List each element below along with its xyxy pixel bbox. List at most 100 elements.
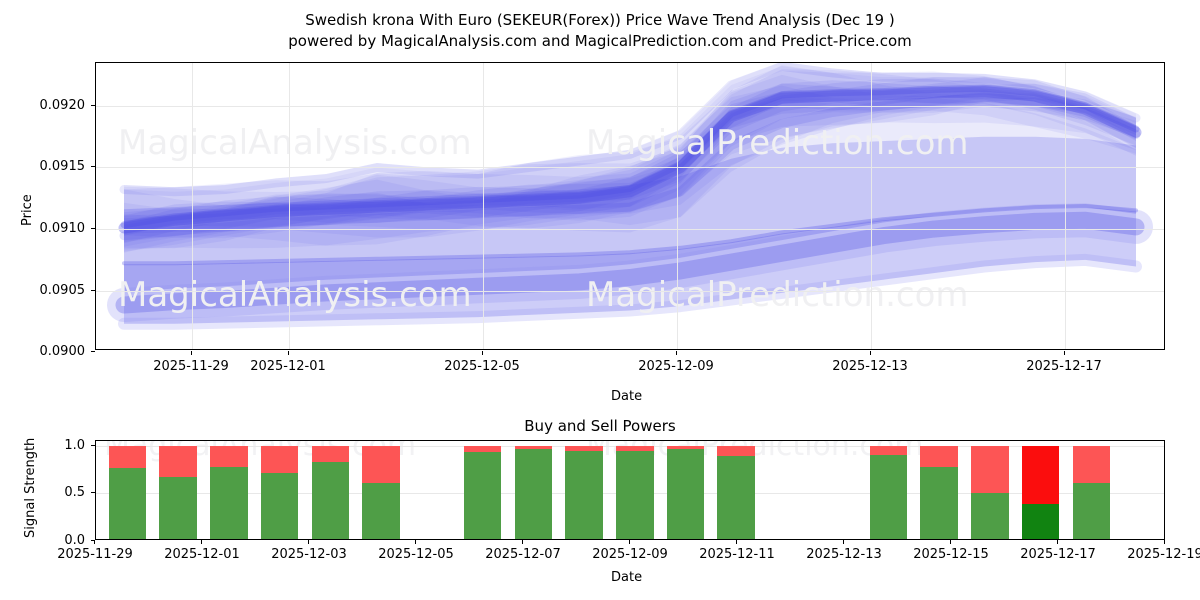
ytick-label-0915: 0.0915 <box>39 159 86 174</box>
sell-power-segment <box>1072 445 1111 483</box>
sell-power-segment <box>159 445 197 478</box>
power-x-axis-label: Date <box>611 570 643 585</box>
buy-power-segment <box>463 452 502 539</box>
ytick-mark-0915 <box>91 166 95 167</box>
ytick-mark-0920 <box>91 105 95 106</box>
power-xtick-label: 2025-12-07 <box>485 547 561 562</box>
gridline-x-1217 <box>1065 63 1066 349</box>
power-bar[interactable] <box>260 445 299 539</box>
price-y-axis-label: Price <box>20 194 35 226</box>
power-xtick-mark <box>94 540 95 544</box>
power-xtick-mark <box>950 540 951 544</box>
buy-power-segment <box>869 455 908 539</box>
buy-power-segment <box>920 467 958 539</box>
sell-power-segment <box>920 445 958 468</box>
buy-power-segment <box>717 455 755 539</box>
power-y-axis-label: Signal Strength <box>23 437 38 538</box>
power-bar[interactable] <box>210 445 248 539</box>
xtick-label-1129: 2025-11-29 <box>153 359 229 374</box>
power-bar[interactable] <box>463 445 502 539</box>
sell-power-segment <box>869 445 908 455</box>
power-bar[interactable] <box>920 445 958 539</box>
ytick-label-1: 1.0 <box>64 438 85 453</box>
power-xtick-label: 2025-12-13 <box>806 547 882 562</box>
bars-layer <box>96 441 1164 539</box>
buy-power-segment <box>108 468 147 539</box>
buy-power-segment <box>971 493 1009 539</box>
power-xtick-label: 2025-12-17 <box>1020 547 1096 562</box>
sell-power-segment <box>210 445 248 468</box>
xtick-mark-1217 <box>1064 351 1065 355</box>
xtick-mark-1213 <box>870 351 871 355</box>
buy-power-segment <box>362 483 400 539</box>
ytick-mark-0910 <box>91 228 95 229</box>
power-xtick-mark <box>629 540 630 544</box>
ytick-mark-05 <box>91 492 95 493</box>
price-plot-area: MagicalAnalysis.com MagicalPrediction.co… <box>96 63 1164 349</box>
price-x-axis-label: Date <box>611 389 643 404</box>
power-plot-area: MagicalAnalysis.com MagicalPrediction.co… <box>96 441 1164 539</box>
power-xtick-mark <box>201 540 202 544</box>
power-bar[interactable] <box>971 445 1009 539</box>
xtick-label-1209: 2025-12-09 <box>638 359 714 374</box>
power-bar[interactable] <box>717 445 755 539</box>
gridline-y-0920 <box>96 106 1164 107</box>
sell-power-segment <box>565 445 603 452</box>
gridline-x-1205 <box>483 63 484 349</box>
sell-power-segment <box>362 445 400 483</box>
power-bar[interactable] <box>565 445 603 539</box>
buy-power-segment <box>514 449 552 539</box>
sell-power-segment <box>514 445 552 450</box>
buy-power-segment <box>565 451 603 539</box>
page-subtitle: powered by MagicalAnalysis.com and Magic… <box>288 32 912 50</box>
sell-power-segment <box>260 445 299 473</box>
power-bar[interactable] <box>616 445 654 539</box>
power-bar[interactable] <box>869 445 908 539</box>
gridline-y-0910 <box>96 229 1164 230</box>
power-bar[interactable] <box>108 445 147 539</box>
buy-power-segment <box>1072 483 1111 539</box>
power-xtick-label: 2025-12-19 <box>1127 547 1200 562</box>
ytick-label-0900: 0.0900 <box>39 344 86 359</box>
sell-power-segment <box>717 445 755 456</box>
xtick-mark-1205 <box>482 351 483 355</box>
power-bar[interactable] <box>311 445 349 539</box>
ytick-label-0905: 0.0905 <box>39 283 86 298</box>
power-xtick-label: 2025-12-05 <box>378 547 454 562</box>
power-xtick-mark <box>1057 540 1058 544</box>
power-bar[interactable] <box>666 445 705 539</box>
power-bar[interactable] <box>159 445 197 539</box>
power-bar[interactable] <box>362 445 400 539</box>
gridline-x-1129 <box>192 63 193 349</box>
sell-power-segment <box>463 445 502 453</box>
power-xtick-label: 2025-11-29 <box>57 547 133 562</box>
gridline-x-1201 <box>289 63 290 349</box>
page-title: Swedish krona With Euro (SEKEUR(Forex)) … <box>305 11 895 29</box>
power-xtick-label: 2025-12-11 <box>699 547 775 562</box>
sell-power-segment <box>1021 445 1060 504</box>
power-bar[interactable] <box>1021 445 1060 539</box>
ytick-mark-0905 <box>91 290 95 291</box>
buy-power-segment <box>1021 503 1060 539</box>
power-bar[interactable] <box>1072 445 1111 539</box>
gridline-x-1209 <box>677 63 678 349</box>
buy-power-segment <box>616 451 654 539</box>
ytick-label-05: 0.5 <box>64 485 85 500</box>
ytick-label-0920: 0.0920 <box>39 98 86 113</box>
gridline-y-0905 <box>96 291 1164 292</box>
xtick-label-1205: 2025-12-05 <box>444 359 520 374</box>
ytick-label-0910: 0.0910 <box>39 221 86 236</box>
power-xtick-label: 2025-12-03 <box>271 547 347 562</box>
xtick-label-1217: 2025-12-17 <box>1026 359 1102 374</box>
sell-power-segment <box>971 445 1009 494</box>
ytick-mark-0 <box>91 540 95 541</box>
power-xtick-mark <box>1164 540 1165 544</box>
power-bar[interactable] <box>514 445 552 539</box>
power-xtick-mark <box>522 540 523 544</box>
xtick-mark-1209 <box>676 351 677 355</box>
power-xtick-label: 2025-12-01 <box>164 547 240 562</box>
power-xtick-mark <box>736 540 737 544</box>
xtick-mark-1129 <box>191 351 192 355</box>
power-chart-title: Buy and Sell Powers <box>524 417 676 435</box>
